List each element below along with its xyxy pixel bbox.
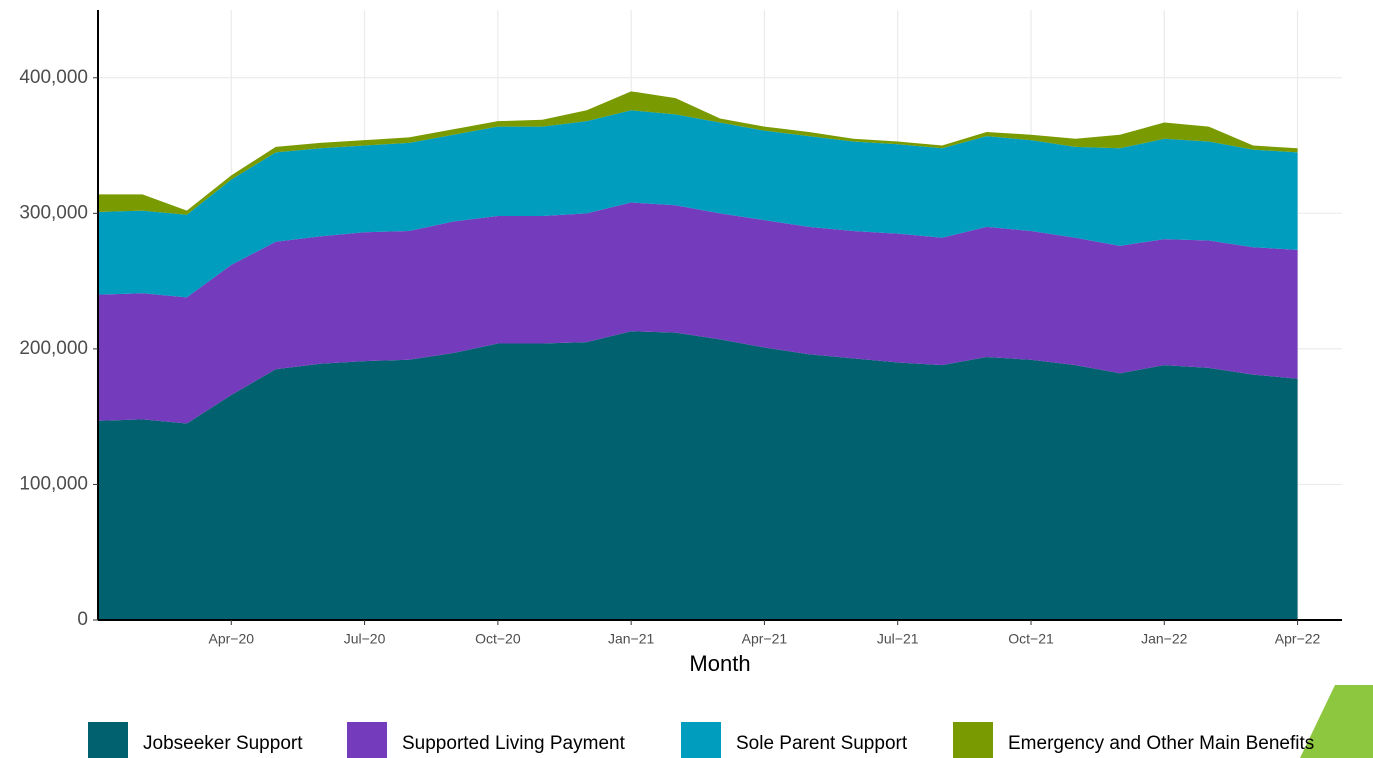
y-tick-label: 300,000	[19, 202, 88, 223]
legend-label: Supported Living Payment	[402, 733, 626, 754]
area	[98, 110, 1298, 298]
area	[98, 202, 1298, 424]
area	[98, 331, 1298, 620]
area	[98, 91, 1298, 215]
legend-swatch	[681, 722, 721, 758]
x-tick-label: Jan−22	[1141, 631, 1188, 647]
x-tick-label: Apr−20	[209, 631, 255, 647]
legend-swatch	[88, 722, 128, 758]
x-tick-label: Oct−20	[475, 631, 521, 647]
legend-swatch	[953, 722, 993, 758]
legend-label: Jobseeker Support	[143, 733, 303, 754]
x-tick-label: Apr−21	[742, 631, 788, 647]
legend-label: Sole Parent Support	[736, 733, 908, 754]
y-tick-label: 200,000	[19, 338, 88, 359]
x-axis-label: Month	[689, 651, 750, 676]
x-tick-label: Oct−21	[1008, 631, 1054, 647]
legend-label: Emergency and Other Main Benefits	[1008, 733, 1314, 754]
x-tick-label: Jan−21	[608, 631, 655, 647]
legend-swatch	[347, 722, 387, 758]
corner-decoration	[1300, 685, 1373, 758]
x-tick-label: Jul−20	[344, 631, 386, 647]
x-tick-label: Jul−21	[877, 631, 919, 647]
y-tick-label: 400,000	[19, 67, 88, 88]
x-tick-label: Apr−22	[1275, 631, 1321, 647]
y-tick-label: 100,000	[19, 473, 88, 494]
y-tick-label: 0	[77, 609, 88, 630]
